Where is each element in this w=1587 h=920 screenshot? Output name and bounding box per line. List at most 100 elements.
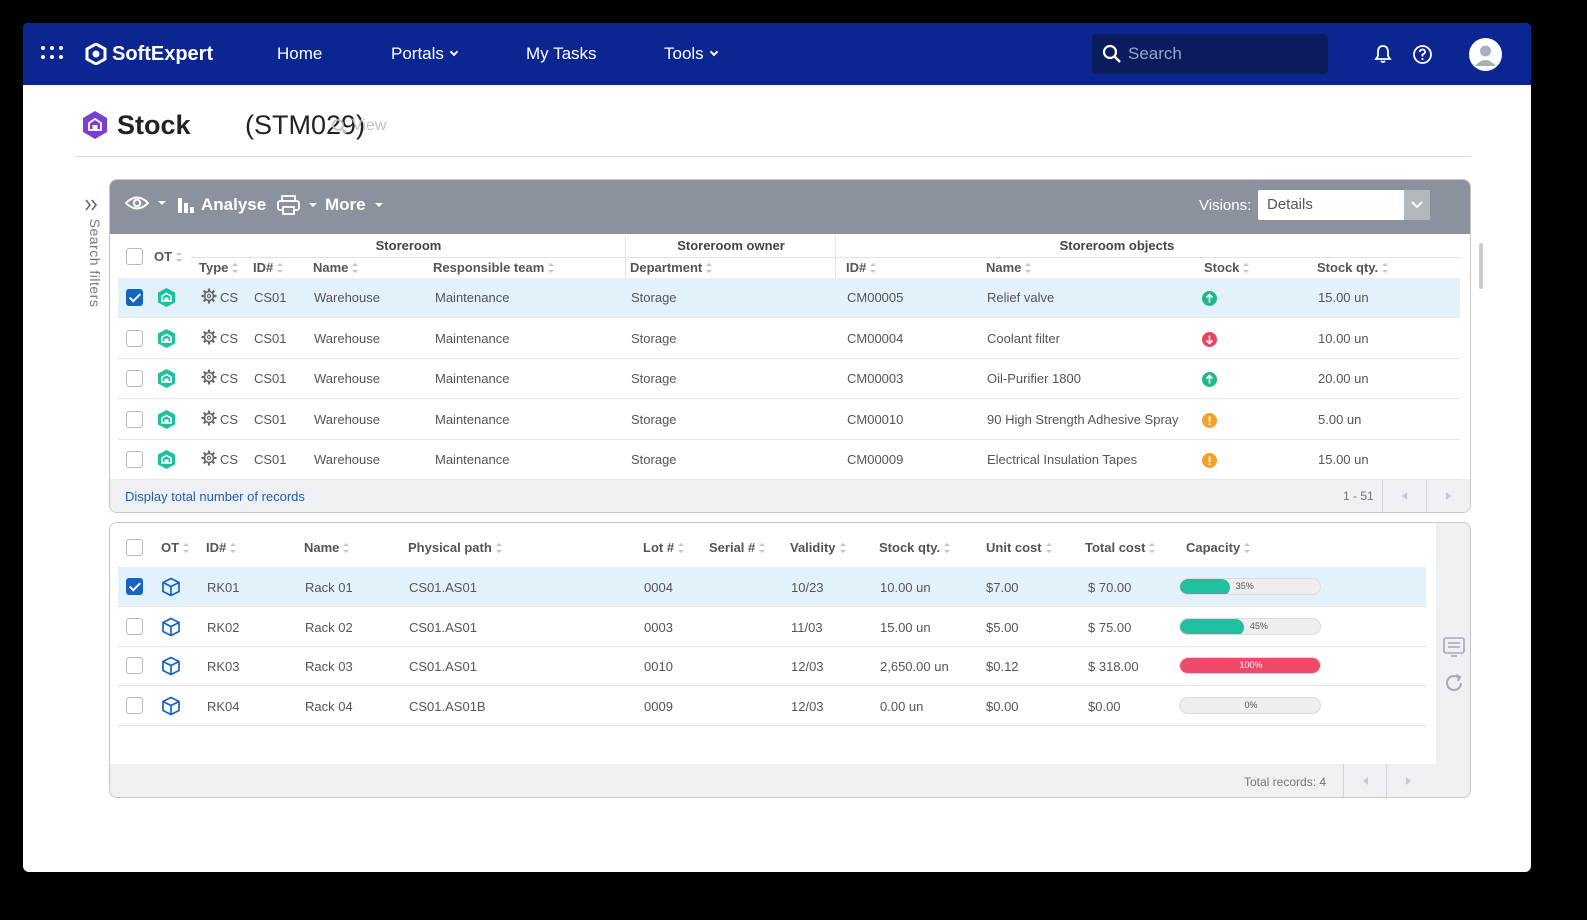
- col2-stock-qty[interactable]: Stock qty.: [879, 540, 951, 555]
- record-range: 1 - 51: [1343, 489, 1374, 503]
- col2-unit-cost[interactable]: Unit cost: [986, 540, 1052, 555]
- prev-page-button[interactable]: [1382, 479, 1426, 512]
- refresh-icon[interactable]: [1443, 672, 1465, 694]
- cell-obj-id: CM00005: [847, 290, 904, 305]
- cell-obj-id: CM00009: [847, 452, 904, 467]
- rack-cube-icon: [161, 577, 181, 597]
- brand-name: SoftExpert: [112, 42, 214, 65]
- capacity-bar: 100%: [1179, 657, 1321, 674]
- cell-qty: 10.00 un: [880, 580, 931, 595]
- cell-type: CS: [220, 290, 239, 305]
- col2-validity[interactable]: Validity: [790, 540, 846, 555]
- nav-tools[interactable]: Tools: [664, 23, 718, 85]
- sort-icon: [1024, 263, 1032, 273]
- row-checkbox[interactable]: [126, 370, 143, 387]
- bell-icon[interactable]: [1373, 44, 1393, 64]
- col-ot-label: OT: [154, 249, 173, 264]
- select-all-racks-checkbox[interactable]: [126, 539, 143, 556]
- racks-panel: OT ID# Name Physical path Lot # Serial #…: [109, 522, 1471, 798]
- header-divider: [191, 257, 1461, 258]
- row-checkbox[interactable]: [126, 696, 143, 714]
- col-object-id[interactable]: ID#: [846, 260, 877, 275]
- search-box: [1092, 34, 1328, 74]
- cell-total-cost: $ 70.00: [1088, 580, 1132, 595]
- visions-select[interactable]: Details: [1258, 190, 1430, 220]
- row-checkbox[interactable]: [126, 657, 143, 674]
- gear-icon: [201, 329, 217, 350]
- table-row[interactable]: CS CS01 Warehouse Maintenance Storage CM00010…: [118, 400, 1460, 440]
- col-type[interactable]: Type: [199, 260, 239, 275]
- user-avatar[interactable]: [1469, 38, 1502, 71]
- stock-down-icon: [1202, 331, 1217, 347]
- row-checkbox[interactable]: [126, 329, 143, 347]
- nav-my-tasks[interactable]: My Tasks: [526, 44, 597, 63]
- table-row[interactable]: CS CS01 Warehouse Maintenance Storage CM00005…: [118, 278, 1460, 318]
- col-stock-qty[interactable]: Stock qty.: [1317, 260, 1389, 275]
- col2-ot[interactable]: OT: [161, 540, 190, 555]
- table-row[interactable]: CS CS01 Warehouse Maintenance Storage CM00003…: [118, 359, 1460, 399]
- row-checkbox[interactable]: [126, 410, 143, 428]
- col-id[interactable]: ID#: [253, 260, 284, 275]
- col-department[interactable]: Department: [630, 260, 713, 275]
- capacity-label: 45%: [1249, 620, 1268, 631]
- col2-physical-path[interactable]: Physical path: [408, 540, 502, 555]
- brand-logo[interactable]: SoftExpert: [85, 42, 213, 66]
- gear-icon: [201, 288, 217, 309]
- col-responsible-team[interactable]: Responsible team: [433, 260, 555, 275]
- more-button[interactable]: More: [325, 195, 383, 215]
- view-options-button[interactable]: [125, 195, 166, 211]
- table-row[interactable]: RK04 Rack 04 CS01.AS01B 0009 12/03 0.00 un $0.…: [118, 686, 1426, 726]
- search-input[interactable]: [1128, 34, 1318, 74]
- list-view-icon[interactable]: [1443, 637, 1465, 657]
- table-row[interactable]: RK03 Rack 03 CS01.AS01 0010 12/03 2,650.00 un…: [118, 646, 1426, 686]
- print-button[interactable]: [277, 195, 317, 215]
- view-button[interactable]: View: [331, 117, 386, 135]
- col-object-name-label: Name: [986, 260, 1022, 275]
- col-object-name[interactable]: Name: [986, 260, 1032, 275]
- row-checkbox[interactable]: [126, 451, 143, 468]
- sort-icon: [1148, 543, 1156, 553]
- row-checkbox[interactable]: [126, 578, 143, 595]
- nav-home[interactable]: Home: [277, 44, 323, 63]
- select-all-checkbox[interactable]: [126, 248, 143, 265]
- col-ot[interactable]: OT: [154, 249, 183, 264]
- search-filters-toggle[interactable]: Search filters: [81, 195, 103, 315]
- col2-lot[interactable]: Lot #: [643, 540, 685, 555]
- arrow-right-icon: [1406, 777, 1411, 785]
- apps-grid-icon[interactable]: [41, 43, 67, 65]
- table-row[interactable]: CS CS01 Warehouse Maintenance Storage CM00009…: [118, 440, 1460, 480]
- col2-total-cost[interactable]: Total cost: [1085, 540, 1156, 555]
- cell-id: CS01: [254, 371, 287, 386]
- next-page-button[interactable]: [1426, 479, 1470, 512]
- analyse-button[interactable]: Analyse: [177, 195, 266, 215]
- visions-dropdown-button[interactable]: [1404, 190, 1430, 220]
- row-checkbox[interactable]: [126, 617, 143, 635]
- col2-capacity[interactable]: Capacity: [1186, 540, 1251, 555]
- help-icon[interactable]: [1412, 44, 1433, 65]
- table-row[interactable]: CS CS01 Warehouse Maintenance Storage CM00004…: [118, 319, 1460, 359]
- group-storeroom-objects: Storeroom objects: [1059, 238, 1175, 253]
- table-row[interactable]: RK01 Rack 01 CS01.AS01 0004 10/23 10.00 un $7.…: [118, 567, 1426, 607]
- col-team-label: Responsible team: [433, 260, 545, 275]
- display-total-records-link[interactable]: Display total number of records: [125, 489, 305, 504]
- racks-next-page-button[interactable]: [1386, 764, 1430, 797]
- page-scrollbar[interactable]: [1479, 243, 1483, 289]
- grid-footer: Display total number of records 1 - 51: [110, 479, 1470, 512]
- col2-id[interactable]: ID#: [206, 540, 237, 555]
- col2-name[interactable]: Name: [304, 540, 350, 555]
- top-navigation-bar: SoftExpert Home Portals My Tasks Tools: [23, 23, 1531, 85]
- nav-portals[interactable]: Portals: [391, 23, 459, 85]
- row-checkbox[interactable]: [126, 289, 143, 306]
- bar-chart-icon: [178, 198, 194, 213]
- col2-total-cost-label: Total cost: [1085, 540, 1146, 555]
- col-object-id-label: ID#: [846, 260, 867, 275]
- cell-qty: 20.00 un: [1318, 371, 1369, 386]
- col-name[interactable]: Name: [313, 260, 359, 275]
- cell-lot: 0009: [644, 698, 673, 714]
- capacity-label: 0%: [1244, 699, 1258, 710]
- col2-serial[interactable]: Serial #: [709, 540, 766, 555]
- col-department-label: Department: [630, 260, 703, 275]
- racks-prev-page-button[interactable]: [1343, 764, 1387, 797]
- col-stock[interactable]: Stock: [1204, 260, 1250, 275]
- table-row[interactable]: RK02 Rack 02 CS01.AS01 0003 11/03 15.00 un $5.…: [118, 607, 1426, 647]
